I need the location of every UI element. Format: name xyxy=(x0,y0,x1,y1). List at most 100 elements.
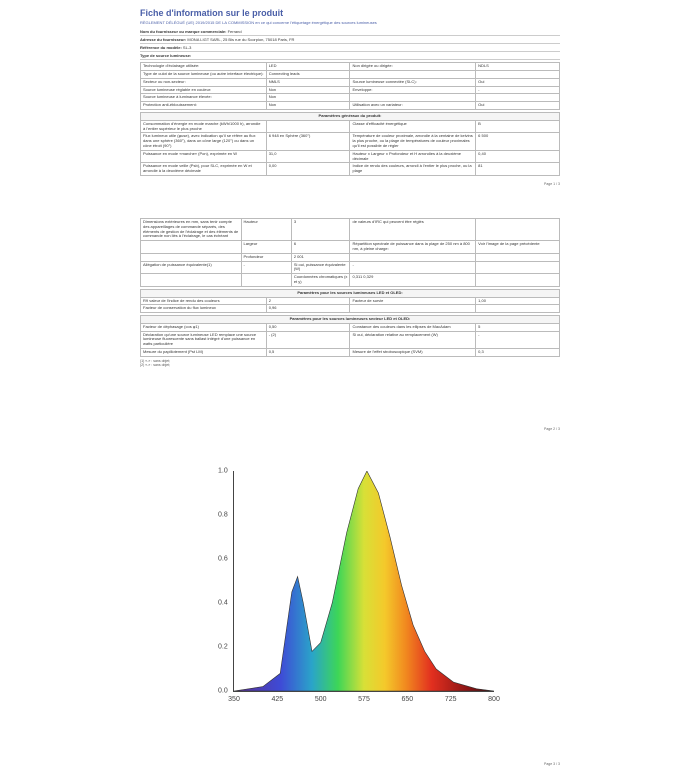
cell: NMLS xyxy=(266,78,350,86)
cell: 0,3 xyxy=(476,349,560,357)
cell xyxy=(476,94,560,102)
cell xyxy=(476,261,560,274)
general-band: Paramètres généraux du produit: xyxy=(141,112,560,120)
y-tick: 0.4 xyxy=(218,599,228,606)
address-line: Adresse du fournisseur: MONA LIGT SARL, … xyxy=(140,36,560,44)
cell: Voir l'image de la page précédente xyxy=(476,241,560,254)
supplier-value: Ferrand xyxy=(228,29,242,34)
type-header-line: Type de source lumineuse: xyxy=(140,52,560,60)
cell: Profondeur xyxy=(241,253,291,261)
cell: Secteur ou non-secteur: xyxy=(141,78,267,86)
cell: R9 valeur de l'indice de rendu des coule… xyxy=(141,297,267,305)
cell: 31,0 xyxy=(266,150,350,163)
cell: Si oui, puissance équivalente (W) xyxy=(291,261,350,274)
address-label: Adresse du fournisseur: xyxy=(140,37,186,42)
spectrum-chart-wrap: 0.00.20.40.60.81.0350425500575650725800 xyxy=(215,471,485,692)
cell: Facteur de déphasage (cos φ1) xyxy=(141,323,267,331)
cell: Utilisation avec un variateur: xyxy=(350,102,476,110)
cell: NDLS xyxy=(476,63,560,71)
cell: Allégation de puissance équivalente(1) xyxy=(141,261,242,274)
cell: Non xyxy=(266,86,350,94)
cell: Oui xyxy=(476,78,560,86)
cell: - xyxy=(241,261,291,274)
spectrum-svg xyxy=(234,471,494,691)
cell: Non dirigée ou dirigée: xyxy=(350,63,476,71)
cell: 0,96 xyxy=(266,305,350,313)
x-tick: 350 xyxy=(228,696,240,703)
supplier-label: Nom du fournisseur ou marque commerciale… xyxy=(140,29,226,34)
cell: - xyxy=(350,261,476,274)
x-tick: 650 xyxy=(401,696,413,703)
cell: Largeur xyxy=(241,241,291,254)
address-value: MONA LIGT SARL, 25 Bis rue du Scorpion, … xyxy=(187,37,294,42)
cell: Température de couleur proximale, arrond… xyxy=(350,133,476,150)
cell: 6 xyxy=(291,241,350,254)
cell: Facteur de survie xyxy=(350,297,476,305)
cell: Flux lumineux utile (φuse), avec indicat… xyxy=(141,133,267,150)
cell: Coordonnées chromatiques (x et y) xyxy=(291,274,350,287)
cell: Hauteur xyxy=(241,218,291,240)
type-header: Type de source lumineuse: xyxy=(140,53,191,58)
page-title: Fiche d'information sur le produit xyxy=(140,4,560,20)
page-number-2: Page 2 / 3 xyxy=(140,367,560,431)
mains-band: Paramètres pour les sources lumineuses s… xyxy=(141,316,560,324)
cell: Non xyxy=(266,94,350,102)
cell xyxy=(141,274,242,287)
cell: de valeurs d'IRC qui peuvent être réglés xyxy=(350,218,476,240)
x-tick: 500 xyxy=(315,696,327,703)
cell: - xyxy=(476,331,560,348)
model-value: SL-3 xyxy=(183,45,191,50)
cell: Mesure de l'effet stroboscopique (SVM) xyxy=(350,349,476,357)
y-tick: 0.6 xyxy=(218,555,228,562)
cell xyxy=(476,70,560,78)
y-tick: 1.0 xyxy=(218,467,228,474)
page-number-1: Page 1 / 3 xyxy=(140,176,560,186)
x-tick: 800 xyxy=(488,696,500,703)
cell xyxy=(350,253,476,261)
cell: Hauteur x Largeur x Profondeur et H arro… xyxy=(350,150,476,163)
cell: 2 001 xyxy=(291,253,350,261)
supplier-line: Nom du fournisseur ou marque commerciale… xyxy=(140,28,560,36)
cell: 2 xyxy=(266,297,350,305)
cell xyxy=(350,94,476,102)
cell: Facteur de conservation du flux lumineux xyxy=(141,305,267,313)
cell: 1,00 xyxy=(476,297,560,305)
cell: Source lumineuse connectée (SLC): xyxy=(350,78,476,86)
x-tick: 725 xyxy=(445,696,457,703)
dimensions-table: Dimensions extérieures en mm, sans tenir… xyxy=(140,218,560,287)
cell: Consommation d'énergie en mode marche (k… xyxy=(141,120,267,133)
led-band: Paramètres pour les sources lumineuses L… xyxy=(141,289,560,297)
cell: - xyxy=(476,86,560,94)
cell xyxy=(350,305,476,313)
cell: Répartition spectrale de puissance dans … xyxy=(350,241,476,254)
y-tick: 0.8 xyxy=(218,511,228,518)
cell: 6 948 en Sphère (360°) xyxy=(266,133,350,150)
cell: B xyxy=(476,120,560,133)
cell: Mesure du papillotement (Pst LM) xyxy=(141,349,267,357)
cell xyxy=(476,253,560,261)
footnotes: (1) «-» : sans objet; (2) «-» : sans obj… xyxy=(140,357,560,367)
x-tick: 575 xyxy=(358,696,370,703)
general-params-table: Paramètres généraux du produit: Consomma… xyxy=(140,112,560,176)
model-label: Référence du modèle: xyxy=(140,45,182,50)
cell: Puissance en mode veille (Psb), pour SLC… xyxy=(141,163,267,176)
cell xyxy=(350,70,476,78)
cell xyxy=(476,305,560,313)
model-line: Référence du modèle: SL-3 xyxy=(140,44,560,52)
cell: Type de culot de la source lumineuse (ou… xyxy=(141,70,267,78)
mains-led-table: Paramètres pour les sources lumineuses s… xyxy=(140,315,560,357)
cell: Puissance en mode «marche» (Pon), exprim… xyxy=(141,150,267,163)
cell xyxy=(266,120,350,133)
cell: 5 xyxy=(476,323,560,331)
cell: 0,311 0,329 xyxy=(350,274,476,287)
cell: Protection anti-éblouissement: xyxy=(141,102,267,110)
cell xyxy=(141,241,242,254)
regulation-subtitle: RÈGLEMENT DÉLÉGUÉ (UE) 2019/2015 DE LA C… xyxy=(140,20,560,28)
cell: Dimensions extérieures en mm, sans tenir… xyxy=(141,218,242,240)
page-number-3: Page 3 / 3 xyxy=(140,692,560,766)
cell: 0,40 xyxy=(476,150,560,163)
y-tick: 0.2 xyxy=(218,643,228,650)
cell: Source lumineuse à luminance élevée: xyxy=(141,94,267,102)
cell: Constance des couleurs dans les ellipses… xyxy=(350,323,476,331)
type-table: Technologie d'éclairage utilisée:LEDNon … xyxy=(140,62,560,110)
